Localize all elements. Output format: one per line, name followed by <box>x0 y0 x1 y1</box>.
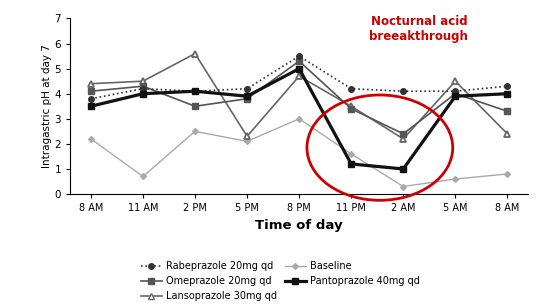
X-axis label: Time of day: Time of day <box>255 219 343 232</box>
Text: Nocturnal acid
breeakthrough: Nocturnal acid breeakthrough <box>369 14 468 43</box>
Legend: Rabeprazole 20mg qd, Omeprazole 20mg qd, Lansoprazole 30mg qd, Baseline, Pantopr: Rabeprazole 20mg qd, Omeprazole 20mg qd,… <box>139 260 422 303</box>
Y-axis label: Intragastric pH at day 7: Intragastric pH at day 7 <box>42 44 52 168</box>
